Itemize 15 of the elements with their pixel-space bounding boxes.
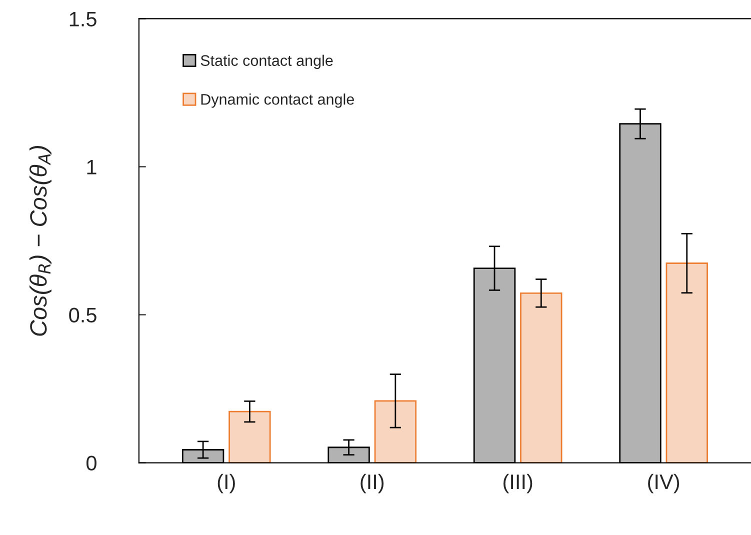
legend-label: Dynamic contact angle (201, 94, 354, 108)
bar (666, 262, 708, 463)
y-tick-label: 0 (86, 456, 96, 471)
x-tick-label: (III) (504, 474, 532, 494)
y-axis-title: Cos(θ$_{R}$) − Cos(θ$_{A}$) (29, 146, 52, 336)
bar (228, 410, 271, 463)
x-tick-label: (I) (218, 474, 235, 494)
x-tick-label: (II) (360, 474, 384, 494)
bar (520, 292, 562, 463)
bar (374, 400, 417, 463)
y-tick-label: 0.5 (69, 308, 96, 323)
x-tick-label: (IV) (648, 474, 680, 494)
legend-label: Static contact angle (200, 54, 333, 69)
y-tick-label: 1.5 (70, 12, 96, 26)
y-tick-label: 1 (87, 160, 96, 174)
